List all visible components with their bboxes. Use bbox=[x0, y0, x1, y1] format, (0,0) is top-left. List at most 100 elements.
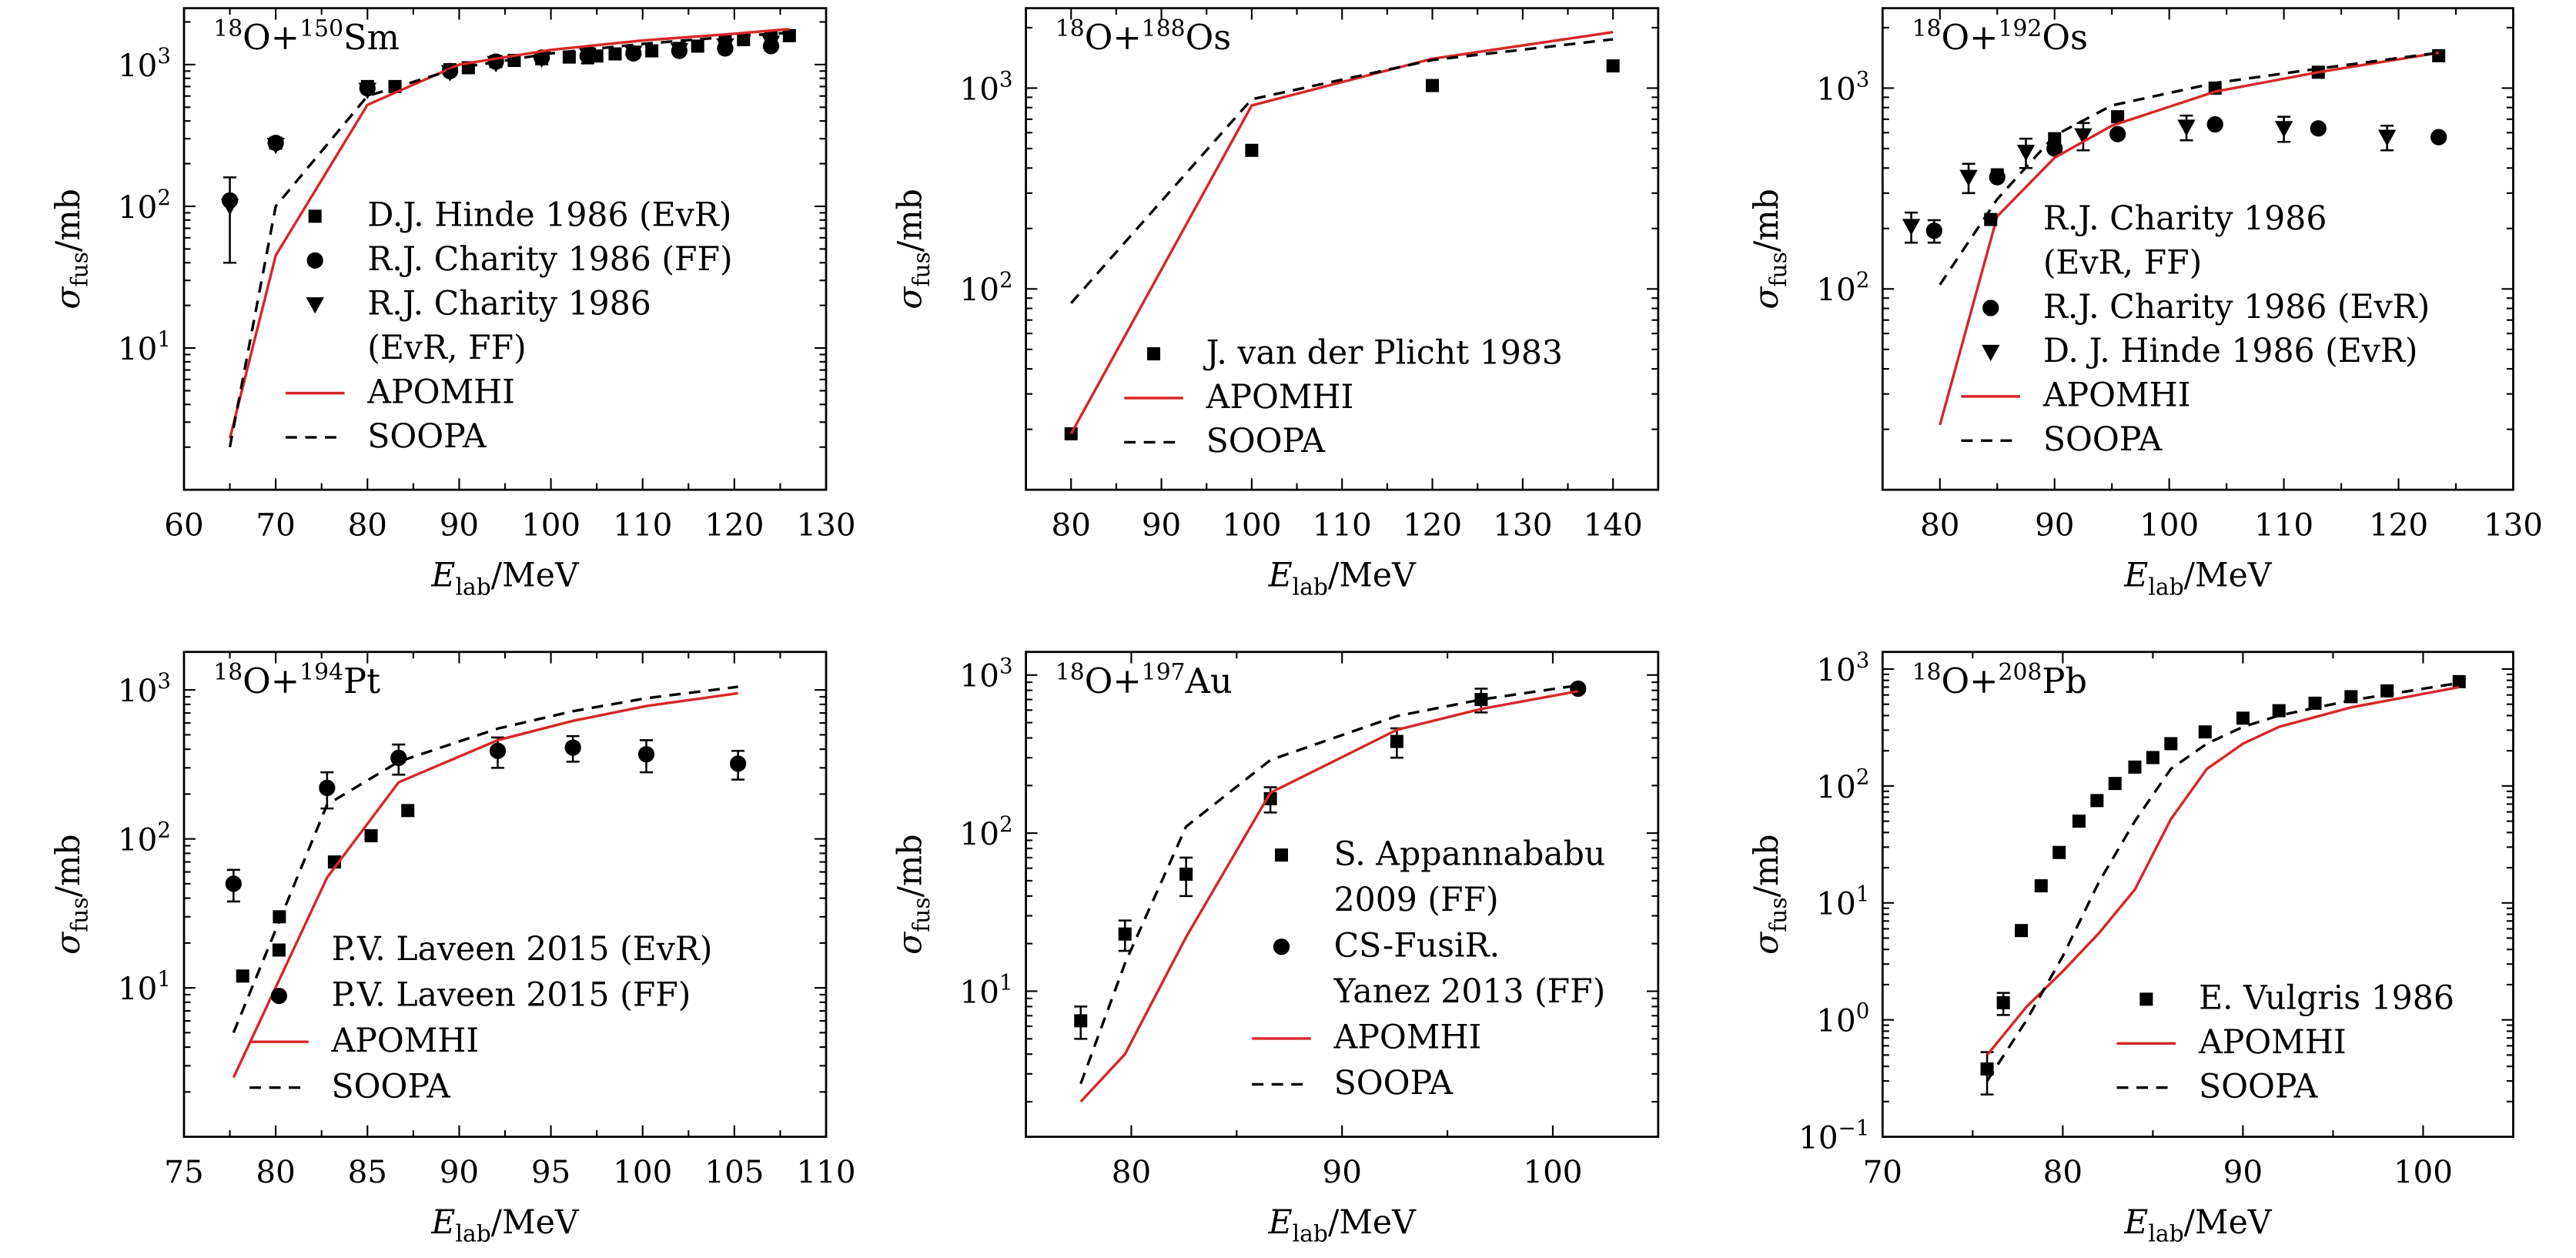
data-point-circle bbox=[1925, 222, 1942, 239]
y-tick-label: 102 bbox=[1816, 765, 1869, 805]
y-tick-label: 101 bbox=[118, 966, 171, 1007]
series-line-apomhi bbox=[1079, 690, 1579, 1103]
x-axis-label-symbol: E bbox=[430, 557, 455, 595]
x-axis-label: Elab/MeV bbox=[430, 557, 579, 601]
data-point-square bbox=[1426, 79, 1440, 92]
y-tick-base: 10 bbox=[1816, 885, 1855, 922]
data-point-triangle bbox=[578, 47, 597, 65]
legend-label: R.J. Charity 1986 bbox=[2043, 200, 2327, 238]
legend-label: APOMHI bbox=[1206, 379, 1354, 417]
legend-label: APOMHI bbox=[2198, 1024, 2347, 1062]
y-tick-base: 10 bbox=[1816, 1002, 1855, 1039]
title-target-mass: 188 bbox=[1142, 15, 1186, 42]
y-tick-base: 10 bbox=[1816, 651, 1855, 688]
x-axis-label-unit: /MeV bbox=[1328, 1204, 1417, 1242]
data-point-square bbox=[2308, 696, 2322, 710]
x-axis-label: Elab/MeV bbox=[2123, 1204, 2272, 1248]
x-tick-label: 120 bbox=[1403, 507, 1462, 544]
x-tick-label: 90 bbox=[440, 1153, 479, 1190]
y-tick-exponent: 2 bbox=[157, 818, 171, 843]
y-axis-label-subscript: fus bbox=[908, 252, 935, 286]
legend-marker-square bbox=[272, 943, 286, 957]
data-point-square bbox=[2108, 777, 2122, 791]
plot-area bbox=[225, 685, 747, 1079]
series-line-apomhi bbox=[228, 28, 790, 439]
y-tick-exponent: −1 bbox=[1838, 1115, 1870, 1140]
y-tick-exponent: 0 bbox=[1856, 999, 1870, 1024]
legend-label: R.J. Charity 1986 bbox=[367, 285, 651, 323]
data-point-square bbox=[691, 39, 704, 53]
data-point-circle bbox=[489, 742, 507, 759]
legend: R.J. Charity 1986 (EvR, FF) R.J. Charity 1… bbox=[1961, 200, 2430, 459]
title-target: Sm bbox=[343, 18, 400, 58]
x-tick-label: 85 bbox=[348, 1153, 387, 1190]
x-tick-label: 100 bbox=[2139, 507, 2199, 544]
y-tick-base: 10 bbox=[118, 672, 157, 709]
data-point-triangle bbox=[1959, 169, 1978, 186]
chart-panel-2: 80 90 100 110 120 130 140102103Elab/MeVσfus/mb… bbox=[892, 7, 1660, 601]
x-tick-label: 80 bbox=[2043, 1153, 2083, 1190]
data-point-triangle bbox=[2377, 129, 2397, 146]
data-point-square bbox=[364, 829, 378, 843]
y-tick-base: 10 bbox=[118, 47, 157, 84]
title-projectile: O+ bbox=[1942, 661, 1999, 701]
x-axis-label-subscript: lab bbox=[1293, 574, 1328, 601]
x-tick-label: 130 bbox=[2484, 507, 2543, 544]
data-point-triangle bbox=[2016, 145, 2036, 162]
legend-label: R.J. Charity 1986 (EvR) bbox=[2043, 289, 2430, 326]
x-tick-label: 80 bbox=[348, 507, 387, 544]
legend-marker-circle bbox=[1982, 299, 1999, 316]
legend-label: (EvR, FF) bbox=[2043, 244, 2202, 282]
series-line-soopa bbox=[1079, 684, 1579, 1085]
legend: D.J. Hinde 1986 (EvR) R.J. Charity 1986 (… bbox=[285, 197, 733, 456]
data-point-square bbox=[2052, 845, 2066, 859]
panel-title: 18O+194Pt bbox=[213, 659, 380, 701]
title-projectile: O+ bbox=[243, 18, 299, 58]
panel-title: 18O+150Sm bbox=[213, 15, 400, 58]
x-tick-label: 80 bbox=[1112, 1153, 1151, 1190]
plot-frame bbox=[1881, 7, 2514, 491]
title-projectile-mass: 18 bbox=[1055, 15, 1085, 42]
series-line-apomhi bbox=[1986, 685, 2460, 1056]
x-axis-label-subscript: lab bbox=[2148, 1221, 2183, 1248]
y-axis-label-subscript: fus bbox=[1765, 897, 1792, 932]
plot-area bbox=[1980, 674, 2466, 1096]
data-point-square bbox=[1474, 693, 1488, 707]
y-axis-label: σfus/mb bbox=[50, 189, 94, 309]
legend-label: S. Appannababu bbox=[1334, 835, 1606, 873]
x-tick-label: 90 bbox=[2035, 507, 2074, 544]
x-axis-label-unit: /MeV bbox=[1328, 557, 1417, 595]
data-point-square bbox=[2015, 924, 2029, 938]
series-line-soopa bbox=[1069, 38, 1614, 304]
x-tick-label: 75 bbox=[164, 1153, 203, 1190]
y-tick-base: 10 bbox=[118, 189, 157, 226]
y-tick-exponent: 2 bbox=[999, 811, 1013, 837]
chart-panel-3: 80 90 100 110 120 130102103Elab/MeVσfus/mb18O… bbox=[1748, 7, 2543, 601]
title-target: Os bbox=[1186, 18, 1232, 58]
y-tick-exponent: 2 bbox=[1856, 267, 1870, 293]
series-line-soopa bbox=[1986, 681, 2460, 1082]
data-point-triangle bbox=[716, 38, 734, 55]
data-point-square bbox=[2146, 751, 2159, 765]
x-axis-label-symbol: E bbox=[1268, 557, 1293, 595]
x-tick-label: 80 bbox=[1052, 507, 1091, 544]
x-axis-label-unit: /MeV bbox=[2184, 557, 2273, 595]
y-tick-exponent: 1 bbox=[999, 969, 1013, 995]
legend-marker-circle bbox=[270, 987, 288, 1005]
x-axis-label-subscript: lab bbox=[455, 574, 490, 601]
y-tick-label: 102 bbox=[1816, 267, 1869, 308]
data-point-square bbox=[608, 47, 622, 61]
y-axis-label-unit: /mb bbox=[50, 834, 88, 897]
x-tick-label: 90 bbox=[1142, 507, 1181, 544]
plot-area bbox=[1064, 31, 1620, 440]
data-point-circle bbox=[319, 779, 336, 797]
title-projectile-mass: 18 bbox=[1912, 15, 1942, 42]
x-axis-label-unit: /MeV bbox=[491, 557, 580, 595]
y-tick-base: 10 bbox=[960, 973, 999, 1010]
title-projectile: O+ bbox=[1085, 661, 1142, 701]
x-tick-label: 110 bbox=[613, 507, 672, 544]
y-tick-label: 102 bbox=[960, 267, 1013, 308]
legend: E. Vulgris 1986 APOMHI SOOPA bbox=[2116, 980, 2454, 1106]
y-tick-label: 103 bbox=[1816, 647, 1869, 688]
title-projectile: O+ bbox=[1942, 18, 1999, 58]
